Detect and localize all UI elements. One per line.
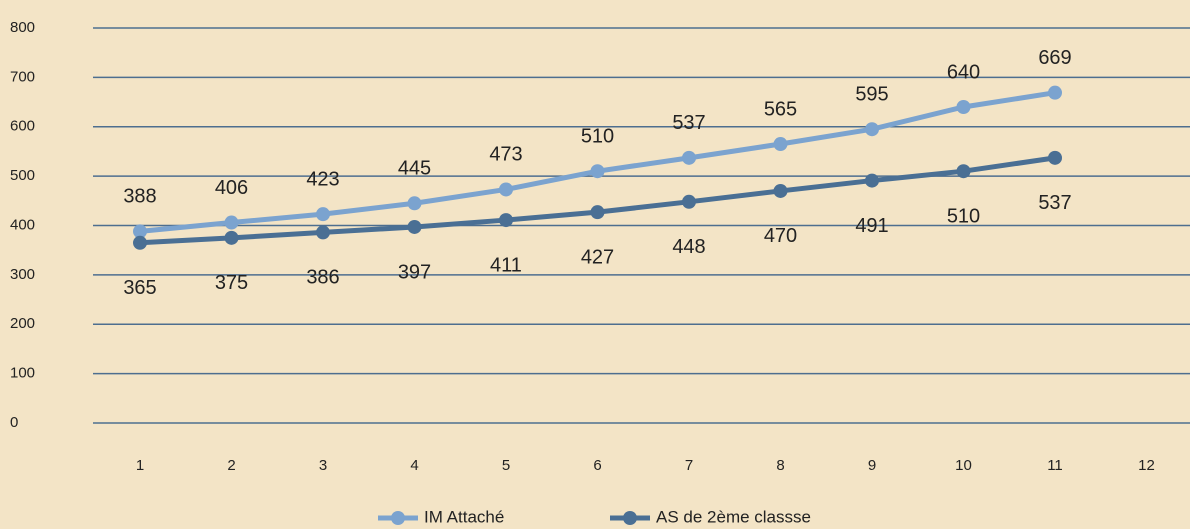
data-label: 510 xyxy=(581,125,614,147)
point xyxy=(224,215,239,230)
data-label: 386 xyxy=(306,267,339,289)
point xyxy=(407,219,422,234)
data-label: 365 xyxy=(123,277,156,299)
y-tick-label: 300 xyxy=(10,266,35,283)
data-label: 473 xyxy=(489,144,522,166)
x-tick-label: 1 xyxy=(136,457,144,474)
point xyxy=(224,230,239,245)
x-tick-label: 9 xyxy=(868,457,876,474)
point xyxy=(773,137,788,152)
x-tick-label: 4 xyxy=(410,457,418,474)
data-label: 423 xyxy=(306,168,339,190)
x-tick-label: 5 xyxy=(502,457,510,474)
y-tick-label: 600 xyxy=(10,118,35,135)
point xyxy=(682,150,696,165)
data-label: 491 xyxy=(855,215,888,237)
data-label: 375 xyxy=(215,272,248,294)
y-tick-label: 0 xyxy=(10,414,18,431)
point xyxy=(1048,150,1062,165)
point xyxy=(590,164,605,179)
data-label: 411 xyxy=(490,254,522,276)
legend-marker xyxy=(391,511,405,525)
data-label: 427 xyxy=(581,246,614,268)
x-tick-label: 2 xyxy=(227,457,235,474)
x-tick-label: 8 xyxy=(776,457,784,474)
point xyxy=(133,235,147,250)
point xyxy=(499,182,513,197)
data-label: 397 xyxy=(398,261,431,283)
point xyxy=(316,207,330,222)
x-tick-label: 6 xyxy=(593,457,601,474)
data-label: 565 xyxy=(764,98,797,120)
data-label: 595 xyxy=(855,84,888,106)
y-tick-label: 500 xyxy=(10,167,35,184)
data-label: 537 xyxy=(672,112,705,134)
data-label: 470 xyxy=(764,225,797,247)
point xyxy=(590,205,605,220)
data-label: 388 xyxy=(123,186,156,208)
data-label: 448 xyxy=(672,236,705,258)
data-label: 445 xyxy=(398,158,431,180)
x-tick-label: 7 xyxy=(685,457,693,474)
point xyxy=(865,122,879,137)
point xyxy=(499,213,513,228)
y-tick-label: 100 xyxy=(10,365,35,382)
y-tick-label: 400 xyxy=(10,216,35,233)
point xyxy=(316,225,330,240)
x-tick-label: 11 xyxy=(1047,457,1063,474)
point xyxy=(865,173,879,188)
data-label: 406 xyxy=(215,177,248,199)
data-label: 510 xyxy=(947,205,980,227)
point xyxy=(956,100,971,114)
x-tick-label: 10 xyxy=(955,457,972,474)
point xyxy=(773,183,788,198)
point xyxy=(682,194,696,209)
data-label: 669 xyxy=(1038,47,1071,69)
legend-label: IM Attaché xyxy=(424,507,504,526)
point xyxy=(1048,85,1062,100)
data-label: 537 xyxy=(1038,192,1071,214)
point xyxy=(407,196,422,211)
y-tick-label: 800 xyxy=(10,19,35,36)
y-tick-label: 200 xyxy=(10,315,35,332)
legend-marker xyxy=(623,511,637,525)
point xyxy=(956,164,971,179)
x-tick-label: 3 xyxy=(319,457,327,474)
legend-label: AS de 2ème classse xyxy=(656,507,811,526)
y-tick-label: 700 xyxy=(10,68,35,85)
x-tick-label: 12 xyxy=(1138,457,1155,474)
data-label: 640 xyxy=(947,61,980,83)
point xyxy=(133,224,147,239)
